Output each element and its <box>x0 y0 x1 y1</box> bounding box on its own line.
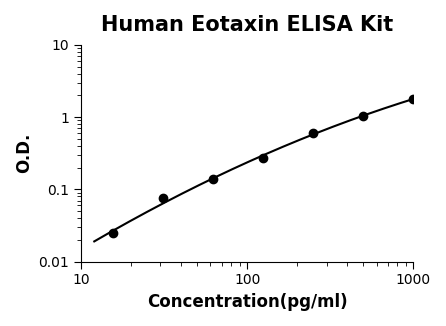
X-axis label: Concentration(pg/ml): Concentration(pg/ml) <box>147 293 347 311</box>
Title: Human Eotaxin ELISA Kit: Human Eotaxin ELISA Kit <box>101 15 393 35</box>
Y-axis label: O.D.: O.D. <box>15 133 33 173</box>
